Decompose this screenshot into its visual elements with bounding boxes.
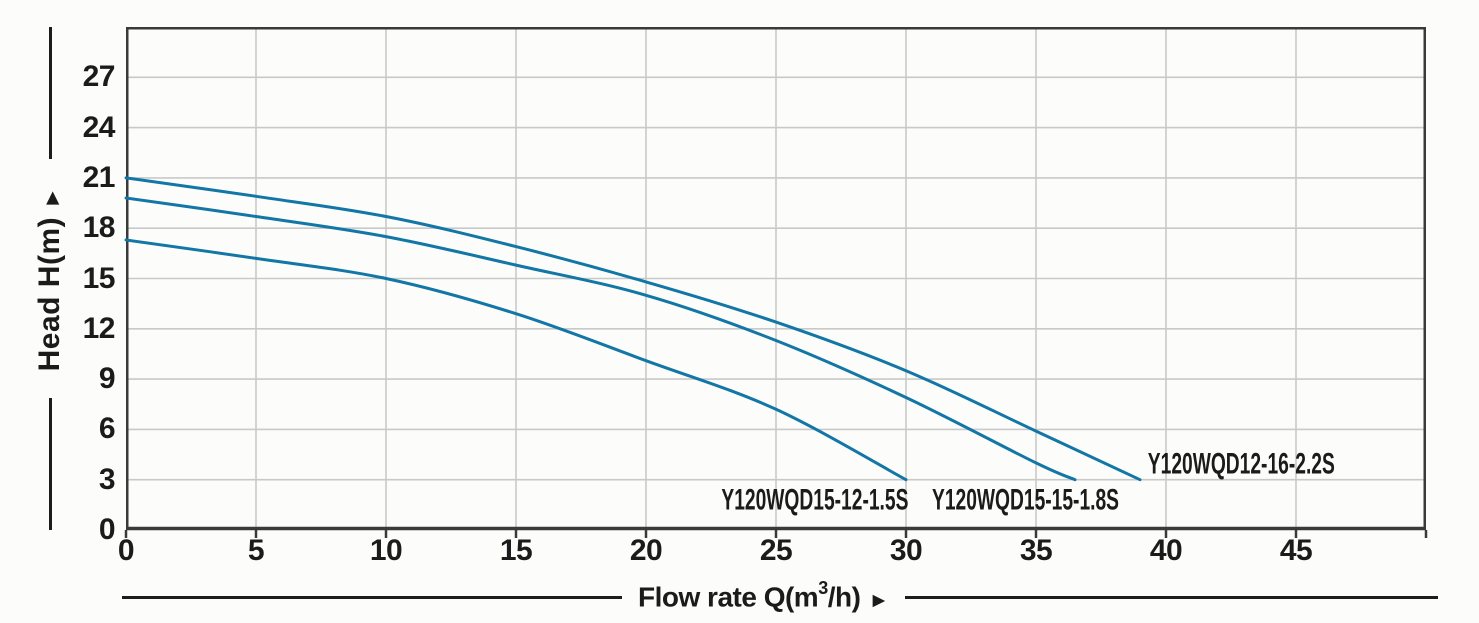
y-axis-decorative-line-bottom [48,398,52,530]
x-tick-label: 15 [499,534,533,567]
y-tick-label: 0 [98,513,116,546]
y-tick-label: 6 [98,412,116,446]
x-axis-title-group: Flow rate Q(m3/h) ► [122,578,1438,614]
curve-Y120WQD15-12-1.5S [124,238,908,482]
right-arrow-icon: ► [868,588,889,612]
curve-Y120WQD12-16-2.2S [124,176,1142,482]
x-axis-title-superscript: 3 [818,578,828,599]
y-tick-label: 21 [82,160,116,194]
plot-area: Y120WQD15-12-1.5S Y120WQD15-15-1.8S Y120WQ… [124,27,1428,538]
y-tick-label: 9 [98,362,116,396]
x-tick-label: 40 [1149,534,1183,567]
x-tick-label: 30 [889,534,923,567]
y-axis-title-group: Head H(m)► [28,27,72,530]
y-tick-label: 15 [82,261,116,295]
curve-label: Y120WQD15-15-1.8S [932,483,1119,516]
x-tick-label: 20 [629,534,663,567]
x-axis-decorative-line-right [904,595,1438,599]
x-axis-title: Flow rate Q(m3/h) ► [638,578,889,613]
x-tick-label: 0 [117,534,135,567]
y-tick-label: 27 [82,60,116,94]
y-tick-label: 12 [82,311,116,345]
y-tick-label: 24 [82,110,116,144]
x-tick-label: 25 [759,534,793,567]
x-tick-label: 10 [369,534,403,567]
y-axis-decorative-line-top [48,27,52,159]
y-tick-label: 18 [82,211,116,245]
curve-Y120WQD15-15-1.8S [124,196,1077,482]
x-tick-label: 45 [1279,534,1313,567]
x-axis-decorative-line-left [122,595,622,599]
curve-label: Y120WQD12-16-2.2S [1148,447,1335,480]
x-tick-label: 35 [1019,534,1053,567]
curve-label: Y120WQD15-12-1.5S [721,483,908,516]
x-axis-title-text: Flow rate Q(m [638,581,819,613]
y-tick-label: 3 [98,462,116,496]
x-axis-title-text-unit: /h) [827,581,861,613]
x-tick-label: 5 [247,534,265,567]
